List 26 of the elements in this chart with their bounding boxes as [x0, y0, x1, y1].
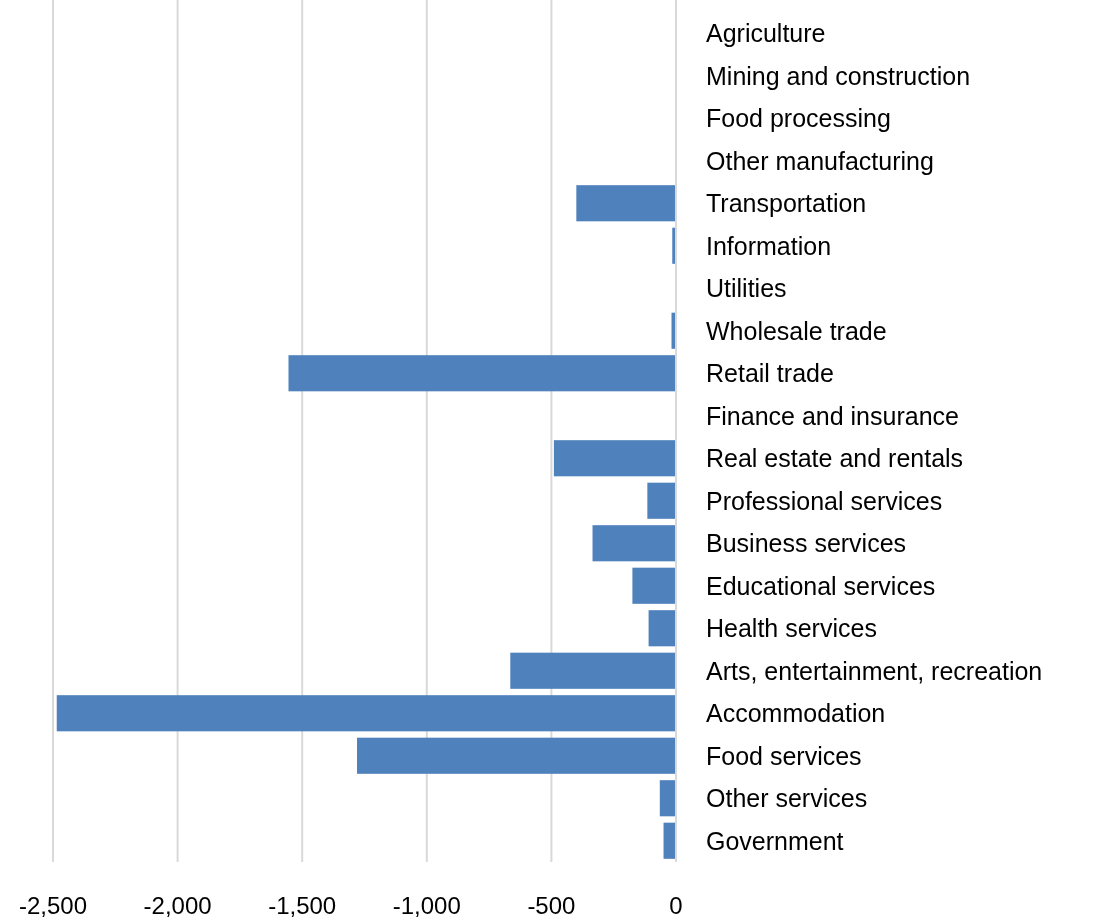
y-tick-label: Mining and construction [706, 61, 971, 90]
x-tick-label: -2,500 [18, 892, 88, 919]
y-tick-label: Wholesale trade [706, 316, 887, 345]
y-tick-label: Utilities [706, 274, 787, 303]
y-tick-label: Other services [706, 784, 868, 813]
y-tick-label: Educational services [706, 571, 936, 600]
y-tick-label: Retail trade [706, 359, 834, 388]
y-tick-label: Arts, entertainment, recreation [706, 656, 1043, 685]
x-tick-label: -500 [527, 892, 576, 919]
y-tick-label: Real estate and rentals [706, 444, 964, 473]
y-tick-label: Business services [706, 529, 907, 558]
y-tick-label: Government [706, 826, 844, 855]
y-tick-label: Food processing [706, 104, 891, 133]
x-tick-label: 0 [669, 892, 683, 919]
x-tick-label: -1,500 [268, 892, 337, 919]
x-tick-label: -2,000 [143, 892, 212, 919]
y-tick-label: Food services [706, 741, 862, 770]
x-tick-label: -1,000 [392, 892, 461, 919]
y-tick-label: Transportation [706, 189, 867, 218]
y-tick-label: Finance and insurance [706, 401, 959, 430]
y-tick-label: Accommodation [706, 699, 886, 728]
y-tick-label: Information [706, 231, 832, 260]
y-tick-label: Health services [706, 614, 877, 643]
y-tick-label: Agriculture [706, 19, 826, 48]
y-tick-label: Professional services [706, 486, 943, 515]
y-tick-label: Other manufacturing [706, 146, 934, 175]
